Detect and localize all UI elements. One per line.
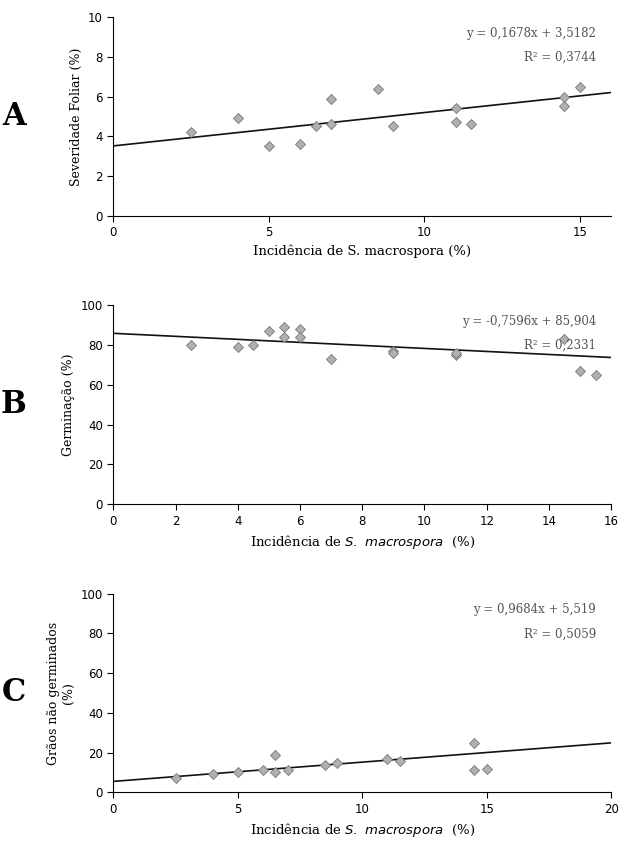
Point: [559, 89, 570, 103]
Y-axis label: Germinação (%): Germinação (%): [62, 354, 75, 456]
Point: [186, 338, 196, 352]
Point: [233, 340, 243, 354]
Point: [264, 325, 274, 338]
Point: [295, 322, 305, 336]
Point: [388, 346, 398, 360]
Text: y = -0,7596x + 85,904: y = -0,7596x + 85,904: [462, 315, 596, 328]
Text: A: A: [2, 101, 26, 132]
Point: [466, 118, 476, 131]
Point: [450, 346, 461, 360]
Point: [295, 137, 305, 151]
Point: [233, 766, 243, 780]
Text: R² = 0,2331: R² = 0,2331: [524, 339, 596, 352]
Text: B: B: [1, 389, 26, 420]
Point: [388, 344, 398, 358]
Point: [559, 332, 570, 346]
Point: [575, 80, 585, 94]
Point: [482, 762, 492, 775]
Point: [326, 352, 336, 366]
Point: [469, 763, 479, 777]
Point: [258, 763, 268, 777]
Point: [270, 766, 280, 780]
Text: y = 0,1678x + 3,5182: y = 0,1678x + 3,5182: [466, 27, 596, 40]
Point: [248, 338, 258, 352]
Point: [270, 748, 280, 762]
Point: [326, 118, 336, 131]
Point: [559, 100, 570, 113]
Point: [208, 768, 218, 781]
Point: [233, 112, 243, 125]
Point: [311, 119, 321, 133]
Text: R² = 0,5059: R² = 0,5059: [524, 627, 596, 641]
Point: [469, 736, 479, 750]
Point: [382, 751, 392, 765]
Point: [282, 763, 292, 777]
Point: [280, 320, 290, 334]
Point: [295, 331, 305, 344]
Point: [590, 368, 600, 382]
Point: [450, 116, 461, 130]
X-axis label: Incidência de $\it{S.\ macrospora}$  (%): Incidência de $\it{S.\ macrospora}$ (%): [249, 821, 475, 839]
Text: R² = 0,3744: R² = 0,3744: [524, 51, 596, 64]
Point: [171, 772, 181, 786]
Point: [320, 757, 330, 771]
X-axis label: Incidência de $\it{S.\ macrospora}$  (%): Incidência de $\it{S.\ macrospora}$ (%): [249, 533, 475, 551]
Text: y = 0,9684x + 5,519: y = 0,9684x + 5,519: [473, 603, 596, 617]
Point: [388, 119, 398, 133]
Y-axis label: Grãos não germinados
(%): Grãos não germinados (%): [47, 621, 75, 764]
Point: [280, 331, 290, 344]
Point: [373, 82, 383, 95]
Point: [264, 140, 274, 153]
Point: [450, 101, 461, 115]
Point: [394, 754, 404, 768]
Point: [575, 364, 585, 377]
Text: C: C: [2, 677, 26, 709]
Y-axis label: Severidade Foliar (%): Severidade Foliar (%): [69, 47, 83, 186]
Point: [450, 348, 461, 362]
X-axis label: Incidência de S. macrospora (%): Incidência de S. macrospora (%): [253, 245, 471, 258]
Point: [326, 92, 336, 106]
Point: [333, 756, 343, 769]
Point: [186, 125, 196, 139]
